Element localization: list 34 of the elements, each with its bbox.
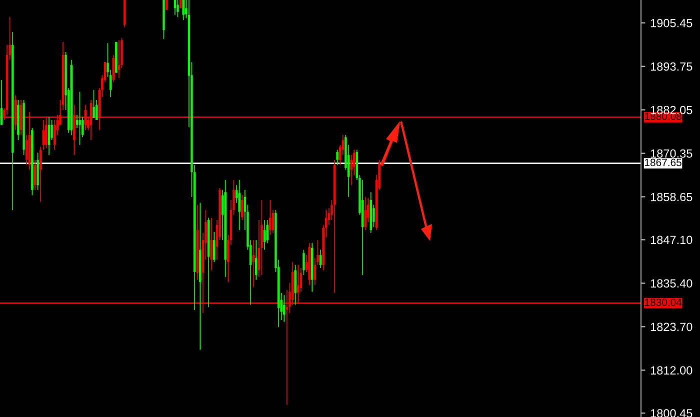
candlestick — [213, 231, 216, 262]
candlestick — [182, 0, 184, 20]
candlestick — [0, 79, 3, 126]
y-tick-label: 1893.75 — [650, 62, 692, 71]
y-tick-label: 1905.45 — [650, 18, 692, 28]
candlestick — [302, 249, 305, 276]
candlestick — [25, 134, 28, 166]
candlestick — [336, 149, 338, 166]
y-tick-label: 1870.35 — [650, 149, 692, 158]
candlestick — [210, 217, 212, 271]
candlestick — [76, 114, 78, 128]
candlestick — [238, 179, 240, 230]
candlestick — [176, 0, 179, 18]
candlestick — [50, 120, 53, 141]
candlestick — [78, 91, 81, 146]
ref-line-label: 1830.04 — [645, 298, 682, 306]
y-tick-label: 1858.65 — [650, 192, 692, 202]
candlestick — [294, 264, 296, 306]
ref-line-label: 1867.65 — [645, 158, 682, 166]
candlestick — [364, 196, 366, 230]
candlestick — [260, 200, 263, 276]
candlestick — [314, 258, 316, 286]
candlestick — [372, 204, 375, 228]
y-tick-label: 1847.10 — [650, 236, 692, 244]
candlestick — [112, 54, 114, 83]
candlestick — [42, 120, 45, 150]
candlestick — [118, 40, 120, 78]
y-tick-label: 1812.00 — [650, 366, 692, 375]
candlestick — [252, 240, 254, 288]
y-tick-label: 1823.70 — [650, 322, 692, 332]
y-tick-label: 1835.40 — [650, 279, 692, 288]
y-tick-label: 1800.45 — [650, 409, 692, 417]
candlestick — [263, 220, 266, 250]
candlestick — [92, 90, 95, 118]
